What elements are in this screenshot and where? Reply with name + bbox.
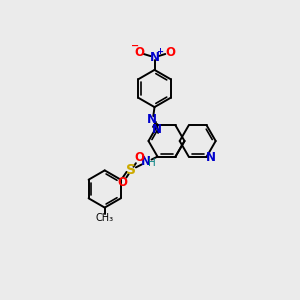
- Text: N: N: [149, 51, 160, 64]
- Text: CH₃: CH₃: [96, 213, 114, 223]
- Text: O: O: [165, 46, 175, 59]
- Text: +: +: [156, 47, 163, 56]
- Text: S: S: [126, 164, 136, 177]
- Text: O: O: [134, 46, 144, 59]
- Text: N: N: [152, 123, 162, 136]
- Text: −: −: [131, 41, 139, 51]
- Text: O: O: [118, 176, 128, 190]
- Text: H: H: [148, 158, 156, 169]
- Text: N: N: [206, 151, 216, 164]
- Text: O: O: [134, 151, 145, 164]
- Text: N: N: [147, 113, 157, 126]
- Text: N: N: [141, 155, 151, 169]
